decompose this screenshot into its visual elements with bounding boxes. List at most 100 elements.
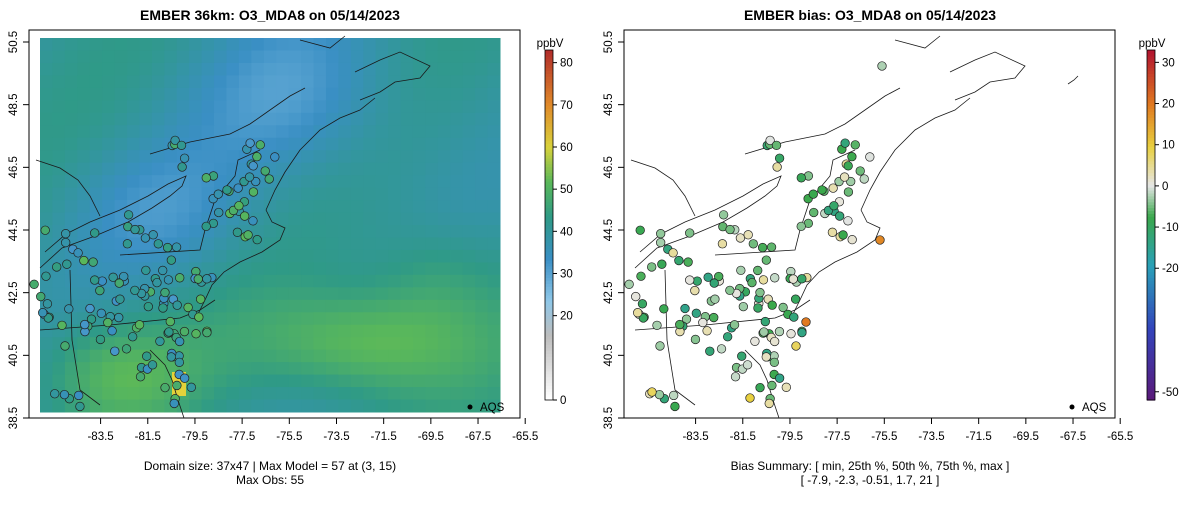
- model-grid-cell: [77, 262, 91, 276]
- model-grid-cell: [102, 62, 116, 76]
- model-grid-cell: [127, 362, 140, 376]
- model-grid-cell: [301, 237, 315, 251]
- model-grid-cell: [151, 187, 165, 201]
- left-colorbar-segment: [545, 295, 553, 299]
- model-grid-cell: [313, 274, 327, 288]
- model-grid-cell: [52, 349, 66, 363]
- model-grid-cell: [338, 87, 352, 101]
- model-grid-cell: [313, 249, 327, 263]
- left-colorbar-segment: [545, 260, 553, 264]
- right-aqs-site: [770, 273, 780, 283]
- model-grid-cell: [375, 175, 389, 189]
- right-colorbar-segment: [1147, 295, 1155, 299]
- model-grid-cell: [350, 200, 364, 214]
- model-grid-cell: [102, 137, 116, 151]
- model-grid-cell: [64, 162, 78, 176]
- model-grid-cell: [450, 50, 464, 64]
- model-grid-cell: [375, 162, 389, 176]
- right-colorbar-unit: ppbV: [1139, 38, 1166, 50]
- left-colorbar-segment: [545, 146, 553, 150]
- model-grid-cell: [238, 387, 252, 401]
- model-grid-cell: [40, 87, 53, 101]
- model-grid-cell: [226, 362, 240, 376]
- left-colorbar-segment: [545, 367, 553, 372]
- model-grid-cell: [338, 187, 352, 201]
- right-colorbar-segment: [1147, 353, 1155, 357]
- model-grid-cell: [214, 349, 227, 363]
- right-colorbar-segment: [1147, 181, 1155, 185]
- model-grid-cell: [487, 187, 501, 201]
- left-y-tick-label: 44.5: [8, 219, 20, 241]
- model-grid-cell: [276, 362, 290, 376]
- model-grid-cell: [313, 187, 327, 201]
- model-grid-cell: [226, 162, 240, 176]
- left-aqs-site: [194, 312, 204, 322]
- model-grid-cell: [102, 100, 116, 114]
- model-grid-cell: [151, 249, 165, 263]
- model-grid-cell: [176, 399, 190, 413]
- model-grid-cell: [226, 100, 240, 114]
- model-grid-cell: [77, 62, 91, 76]
- right-colorbar-segment: [1147, 149, 1155, 153]
- left-colorbar-segment: [545, 131, 553, 136]
- model-grid-cell: [437, 137, 451, 151]
- right-colorbar-segment: [1147, 172, 1155, 177]
- left-colorbar-segment: [545, 350, 553, 354]
- model-grid-cell: [127, 262, 140, 276]
- model-grid-cell: [437, 187, 451, 201]
- left-aqs-site: [57, 320, 67, 330]
- model-grid-cell: [388, 337, 402, 351]
- left-colorbar-segment: [545, 61, 553, 66]
- left-colorbar-segment: [545, 356, 553, 360]
- model-grid-cell: [388, 399, 402, 413]
- model-grid-cell: [89, 162, 103, 176]
- model-grid-cell: [189, 175, 203, 189]
- model-grid-cell: [77, 237, 91, 251]
- left-colorbar-segment: [545, 120, 553, 124]
- model-grid-cell: [127, 62, 140, 76]
- model-grid-cell: [425, 324, 439, 338]
- right-colorbar-segment: [1147, 227, 1155, 232]
- model-grid-cell: [375, 362, 389, 376]
- model-grid-cell: [475, 399, 489, 413]
- right-colorbar-segment: [1147, 254, 1155, 258]
- left-aqs-site: [41, 271, 51, 281]
- left-colorbar-segment: [545, 370, 553, 375]
- model-grid-cell: [338, 62, 352, 76]
- model-grid-cell: [102, 200, 116, 214]
- left-colorbar-tick-label: 60: [560, 142, 573, 154]
- left-aqs-site: [179, 153, 190, 163]
- model-grid-cell: [301, 312, 315, 326]
- right-colorbar-segment: [1147, 274, 1155, 279]
- model-grid-cell: [475, 312, 489, 326]
- model-grid-cell: [450, 312, 464, 326]
- right-colorbar-segment: [1147, 344, 1155, 349]
- model-grid-cell: [412, 287, 426, 301]
- right-colorbar-segment: [1147, 64, 1155, 69]
- right-aqs-site: [801, 317, 811, 327]
- model-grid-cell: [52, 125, 66, 139]
- model-grid-cell: [176, 200, 190, 214]
- right-y-tick-label: 48.5: [603, 93, 615, 115]
- model-grid-cell: [52, 87, 66, 101]
- model-grid-cell: [40, 374, 53, 388]
- model-grid-cell: [64, 349, 78, 363]
- model-grid-cell: [350, 337, 364, 351]
- model-grid-cell: [388, 38, 402, 51]
- model-grid-cell: [301, 274, 315, 288]
- left-colorbar-segment: [545, 70, 553, 74]
- left-colorbar-segment: [545, 306, 553, 311]
- left-footer-line2: Max Obs: 55: [236, 473, 304, 487]
- model-grid-cell: [462, 150, 476, 164]
- right-aqs-site: [709, 278, 719, 288]
- model-grid-cell: [77, 162, 91, 176]
- left-y-tick-label: 40.5: [8, 344, 20, 366]
- model-grid-cell: [450, 175, 464, 189]
- model-grid-cell: [375, 62, 389, 76]
- model-grid-cell: [251, 87, 265, 101]
- model-grid-cell: [114, 87, 128, 101]
- model-grid-cell: [462, 374, 476, 388]
- model-grid-cell: [251, 112, 265, 126]
- right-aqs-site: [796, 221, 806, 232]
- model-grid-cell: [77, 150, 91, 164]
